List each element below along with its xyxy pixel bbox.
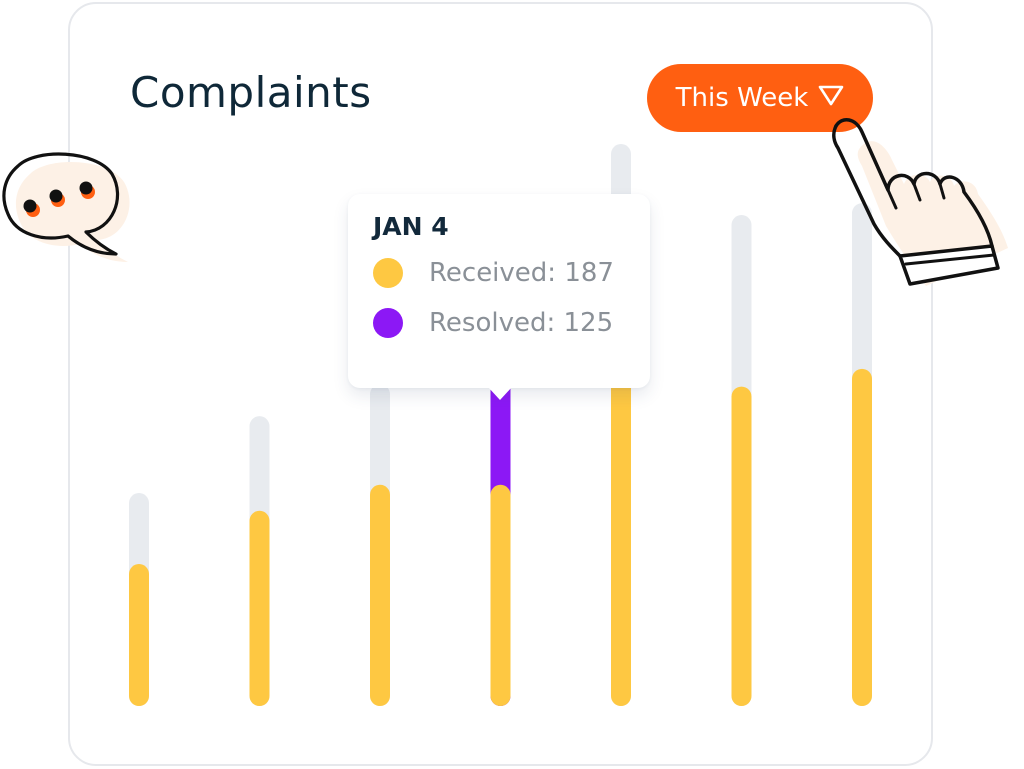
range-dropdown-label: This Week xyxy=(675,83,809,113)
received-bar[interactable] xyxy=(370,484,390,706)
received-bar[interactable] xyxy=(852,368,872,706)
resolved-legend-dot xyxy=(373,308,403,338)
tooltip-resolved-label: Resolved: 125 xyxy=(429,308,614,338)
received-bar[interactable] xyxy=(490,484,511,706)
tooltip-date: JAN 4 xyxy=(373,212,449,241)
received-bar[interactable] xyxy=(249,510,270,706)
received-legend-dot xyxy=(373,258,403,288)
tooltip-received-label: Received: 187 xyxy=(429,258,614,288)
tooltip-received-row: Received: 187 xyxy=(373,258,614,288)
chat-bubble-icon xyxy=(2,152,130,262)
page-title: Complaints xyxy=(130,68,372,117)
triangle-down-icon xyxy=(818,83,844,113)
received-bar[interactable] xyxy=(611,333,631,706)
received-bar[interactable] xyxy=(129,564,149,706)
pointing-hand-icon xyxy=(832,118,1008,286)
tooltip-resolved-row: Resolved: 125 xyxy=(373,308,613,338)
range-dropdown-button[interactable]: This Week xyxy=(647,64,873,132)
received-bar[interactable] xyxy=(731,386,752,706)
chart-tooltip: JAN 4 Received: 187 Resolved: 125 xyxy=(348,194,650,400)
